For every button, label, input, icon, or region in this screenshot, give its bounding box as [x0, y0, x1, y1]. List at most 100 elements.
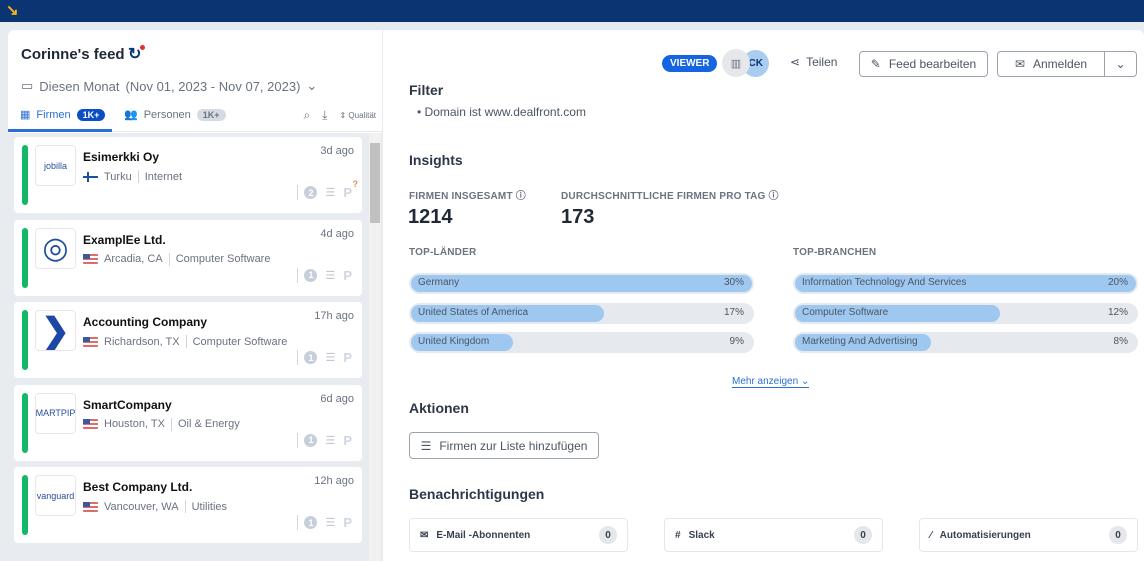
- building-icon: ▦: [20, 109, 31, 121]
- bar-value: 17%: [723, 306, 744, 318]
- actions-heading: Aktionen: [409, 400, 469, 416]
- company-logo-text: vanguard: [36, 490, 75, 501]
- bar-value: 9%: [729, 336, 744, 347]
- chevron-down-icon: ⌄: [800, 376, 810, 387]
- bar-fill: [411, 334, 514, 351]
- list-icon[interactable]: ☰: [325, 352, 336, 364]
- pipedrive-icon[interactable]: P?: [343, 179, 358, 200]
- arrow-icon[interactable]: ↘: [6, 2, 19, 19]
- edit-feed-button[interactable]: ✎ Feed bearbeiten: [859, 51, 988, 77]
- industries-bar: Computer Software 12%: [793, 302, 1138, 324]
- subscribe-button[interactable]: ✉ Anmelden: [997, 51, 1105, 77]
- status-indicator: [22, 310, 28, 370]
- automations[interactable]: ⁄ Automatisierungen 0: [919, 518, 1138, 552]
- slack-notifications[interactable]: # Slack 0: [664, 518, 883, 552]
- list-icon[interactable]: ☰: [325, 269, 336, 282]
- flag-icon: [83, 501, 98, 512]
- company-card[interactable]: ◎ ExamplEe Ltd. Arcadia, CA Computer Soft…: [14, 219, 362, 296]
- edit-label: Feed bearbeiten: [888, 57, 977, 71]
- company-logo-text: jobilla: [43, 160, 67, 171]
- refresh-icon[interactable]: ↻: [128, 44, 146, 64]
- insights-heading: Insights: [409, 152, 463, 168]
- total-value: 1214: [408, 206, 453, 228]
- help-icon[interactable]: ⓘ: [515, 191, 526, 202]
- add-to-list-button[interactable]: ☰ Firmen zur Liste hinzufügen: [409, 432, 599, 459]
- bar-label: Computer Software: [802, 306, 889, 318]
- company-name[interactable]: ExamplEe Ltd.: [83, 232, 166, 247]
- visit-count[interactable]: 1: [304, 433, 318, 447]
- download-icon[interactable]: ⤓: [322, 108, 328, 122]
- people-icon: 👥: [124, 109, 138, 121]
- avg-value: 173: [561, 206, 595, 228]
- quality-label: Qualität: [348, 111, 376, 120]
- timestamp: 12h ago: [314, 475, 354, 487]
- pipedrive-icon[interactable]: P: [343, 350, 352, 365]
- share-button[interactable]: ⋖ Teilen: [790, 55, 837, 69]
- avg-label: DURCHSCHNITTLICHE FIRMEN PRO TAG ⓘ: [561, 187, 779, 202]
- list-icon: ☰: [420, 438, 432, 453]
- date-range-selector[interactable]: ▭ Diesen Monat (Nov 01, 2023 - Nov 07, 2…: [21, 78, 317, 94]
- count-badge: 1K+: [76, 108, 106, 121]
- company-industry: Computer Software: [175, 253, 271, 265]
- bar-label: Information Technology And Services: [802, 277, 967, 288]
- notif-label: E-Mail -Abonnenten: [436, 529, 531, 541]
- quality-button[interactable]: ⇕ Qualität: [339, 111, 376, 120]
- visit-count[interactable]: 1: [304, 268, 318, 282]
- notif-count: 0: [854, 526, 872, 544]
- visit-count[interactable]: 2: [304, 186, 318, 199]
- company-card[interactable]: jobilla Esimerkki Oy Turku Internet 3d ag…: [14, 137, 362, 213]
- tab-personen[interactable]: 👥 Personen 1K+: [124, 108, 226, 121]
- scrollbar[interactable]: [369, 133, 381, 561]
- visit-count[interactable]: 1: [304, 351, 318, 364]
- list-icon[interactable]: ☰: [325, 434, 336, 447]
- list-icon[interactable]: ☰: [325, 517, 336, 529]
- timestamp: 6d ago: [320, 392, 354, 405]
- bar-value: 8%: [1113, 336, 1128, 347]
- company-logo-text: SMARTPIPE: [35, 408, 76, 418]
- countries-bar: United States of America 17%: [409, 302, 754, 324]
- timestamp: 17h ago: [314, 310, 354, 322]
- pipedrive-icon[interactable]: P: [343, 432, 352, 448]
- tab-firmen[interactable]: ▦ Firmen 1K+: [20, 108, 106, 121]
- pencil-icon: ✎: [870, 57, 881, 71]
- countries-label: TOP-LÄNDER: [409, 247, 477, 258]
- company-card[interactable]: vanguard Best Company Ltd. Vancouver, WA…: [14, 467, 362, 543]
- subscribe-label: Anmelden: [1033, 57, 1088, 71]
- bar-label: United States of America: [418, 306, 529, 318]
- flag-icon: [83, 171, 98, 182]
- visit-count[interactable]: 1: [304, 516, 318, 529]
- company-industry: Oil & Energy: [177, 418, 240, 430]
- pipedrive-icon[interactable]: P: [343, 267, 352, 283]
- scrollbar-thumb[interactable]: [370, 143, 380, 223]
- company-meta: Vancouver, WA Utilities: [83, 500, 227, 513]
- company-city: Vancouver, WA: [104, 500, 179, 513]
- notifications-heading: Benachrichtigungen: [409, 486, 545, 502]
- company-card[interactable]: ❯ Accounting Company Richardson, TX Compu…: [14, 302, 362, 378]
- company-card[interactable]: SMARTPIPE SmartCompany Houston, TX Oil & …: [14, 384, 362, 461]
- show-more-label: Mehr anzeigen: [732, 376, 799, 387]
- company-city: Richardson, TX: [104, 335, 180, 348]
- company-name[interactable]: SmartCompany: [83, 397, 172, 412]
- company-city: Turku: [104, 170, 132, 183]
- bar-fill: [795, 275, 1136, 292]
- company-name[interactable]: Accounting Company: [83, 315, 208, 329]
- tab-label: Firmen: [36, 108, 71, 121]
- bar-fill: [411, 275, 752, 292]
- company-meta: Turku Internet: [83, 170, 182, 183]
- role-badge: VIEWER: [662, 55, 718, 72]
- active-tab-indicator: [8, 129, 112, 132]
- search-icon[interactable]: ⌕: [303, 108, 311, 122]
- company-name[interactable]: Esimerkki Oy: [83, 150, 160, 164]
- filter-text: Domain ist www.dealfront.com: [424, 105, 586, 119]
- company-name[interactable]: Best Company Ltd.: [83, 480, 193, 494]
- mail-icon: ✉: [1014, 57, 1025, 71]
- bar-fill: [795, 334, 932, 351]
- list-icon[interactable]: ☰: [325, 187, 336, 199]
- notif-label: Automatisierungen: [939, 529, 1031, 541]
- help-icon[interactable]: ⓘ: [768, 191, 779, 202]
- pipedrive-icon[interactable]: P: [343, 515, 352, 530]
- email-subscribers[interactable]: ✉ E-Mail -Abonnenten 0: [409, 518, 628, 552]
- show-more-link[interactable]: Mehr anzeigen ⌄: [732, 376, 810, 388]
- subscribe-dropdown[interactable]: ⌄: [1104, 51, 1137, 77]
- company-meta: Arcadia, CA Computer Software: [83, 252, 271, 266]
